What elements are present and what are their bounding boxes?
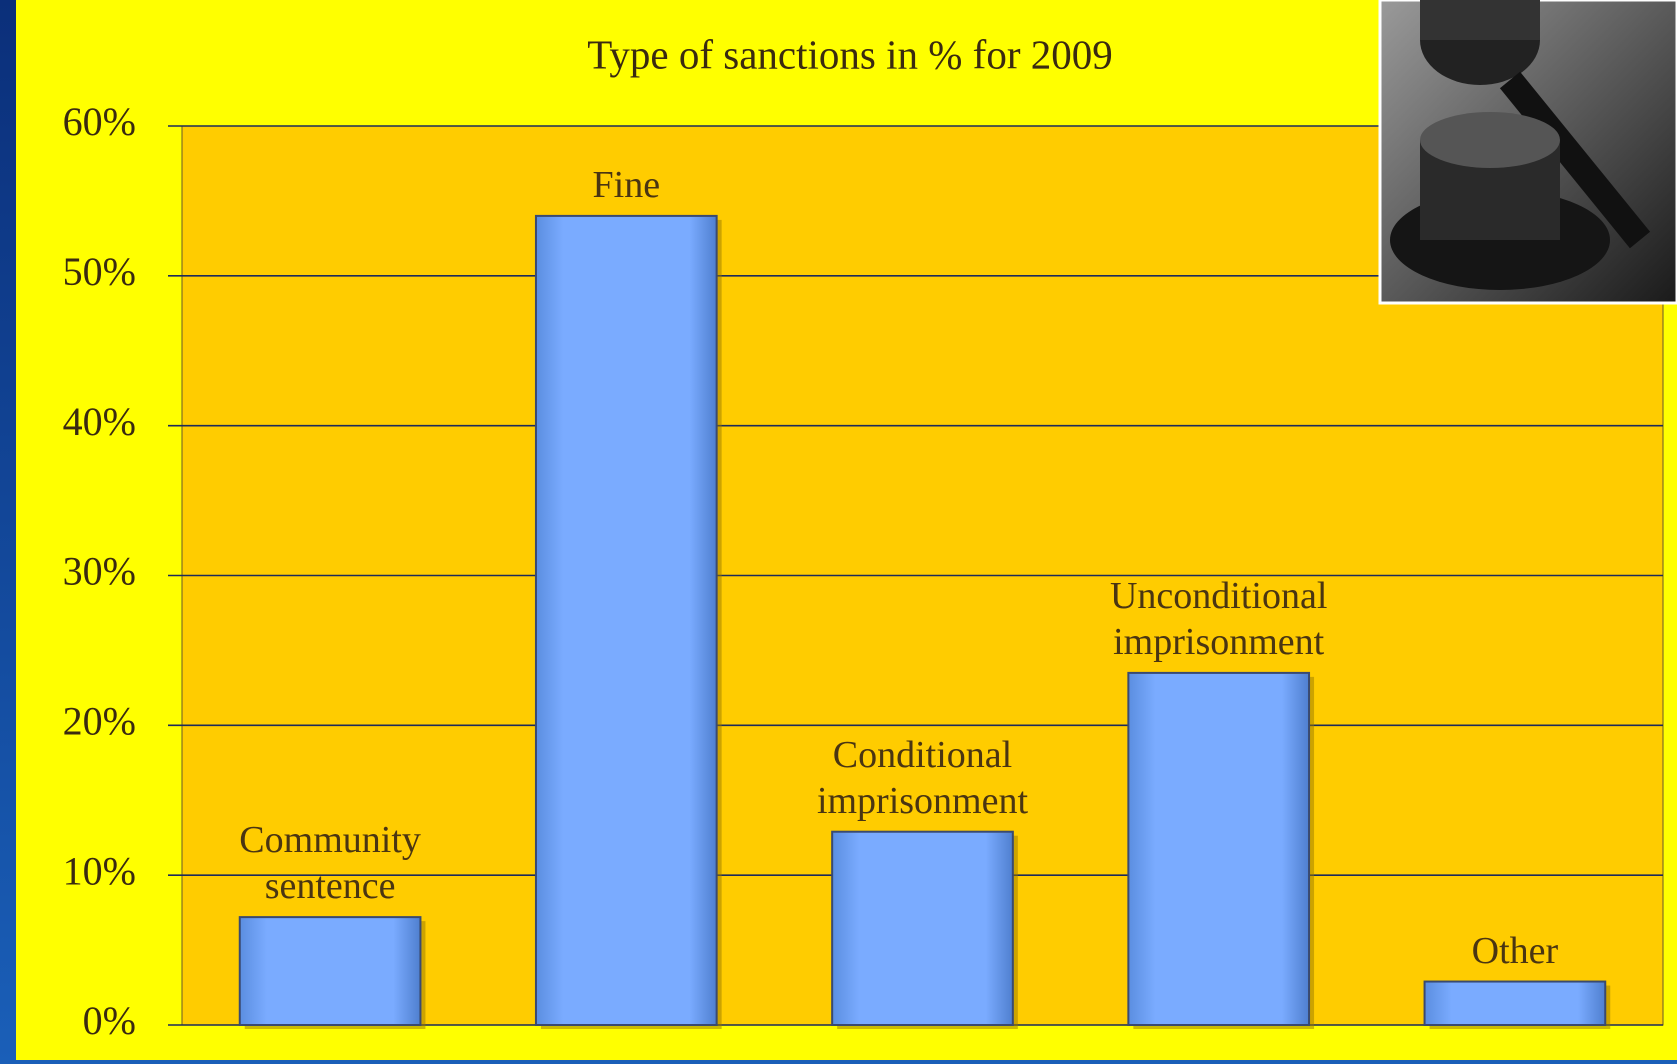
y-tick-label: 30%	[63, 549, 136, 594]
x-tick-label: Other	[1471, 929, 1559, 972]
category-label: Unconditional imprisonment	[1109, 574, 1328, 663]
bar	[1423, 980, 1607, 1027]
category-label: Community sentence	[239, 819, 421, 908]
bar	[534, 214, 718, 1026]
bar	[1127, 671, 1311, 1026]
category-label: Fine	[592, 163, 661, 206]
bar	[238, 916, 422, 1026]
x-tick-label: Fine	[592, 163, 661, 206]
y-tick-label: 10%	[63, 848, 136, 893]
y-tick-label: 0%	[83, 998, 136, 1043]
y-tick-label: 40%	[63, 399, 136, 444]
x-tick-label: Conditional imprisonment	[816, 733, 1029, 822]
category-label: Other	[1471, 929, 1559, 972]
y-tick-label: 50%	[63, 249, 136, 294]
x-tick-label: Community sentence	[239, 819, 421, 908]
x-tick-label: Unconditional imprisonment	[1109, 574, 1328, 663]
photo	[1378, 0, 1677, 305]
y-tick-label: 20%	[63, 699, 136, 744]
bar	[831, 830, 1014, 1027]
category-label: Conditional imprisonment	[816, 733, 1029, 822]
y-tick-label: 60%	[63, 99, 136, 144]
chart-title: Type of sanctions in % for 2009	[587, 31, 1112, 77]
